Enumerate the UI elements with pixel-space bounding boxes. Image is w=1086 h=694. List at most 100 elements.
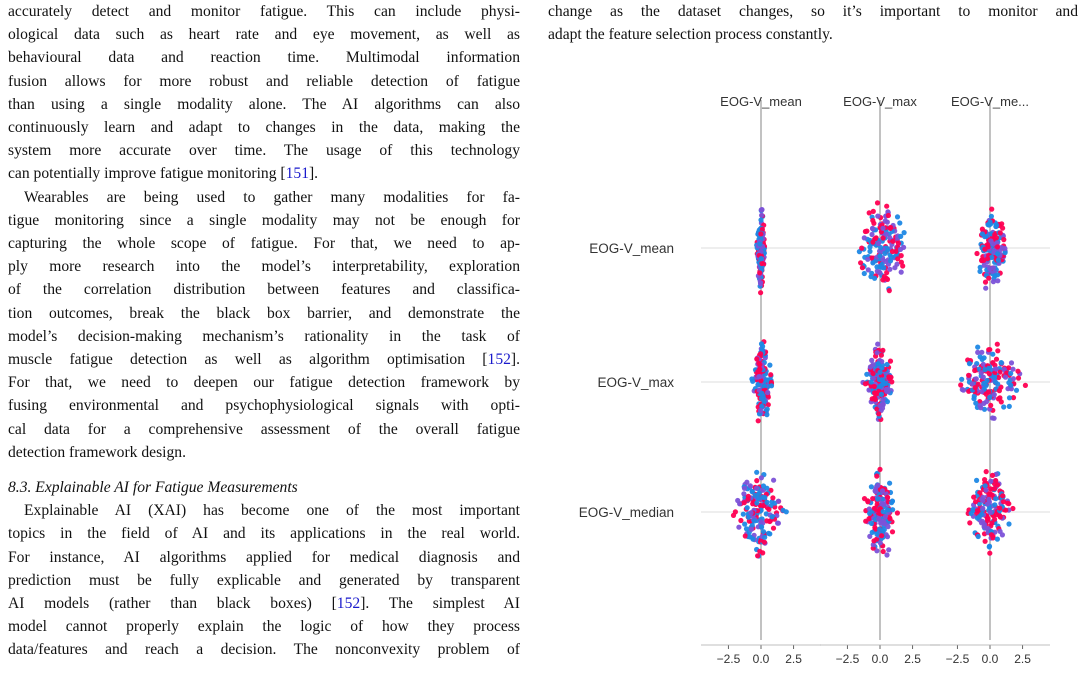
shap-point	[890, 507, 896, 513]
shap-point	[742, 521, 748, 527]
shap-point	[987, 219, 993, 225]
shap-point	[884, 203, 890, 209]
shap-point	[995, 251, 1001, 257]
shap-point	[989, 520, 995, 526]
shap-point	[873, 235, 879, 242]
shap-point	[882, 250, 888, 256]
shap-point	[879, 377, 885, 383]
shap-point	[884, 276, 891, 282]
shap-point	[880, 548, 886, 555]
shap-point	[986, 389, 992, 395]
column-title: EOG-V_mean	[720, 94, 802, 109]
shap-point	[871, 220, 877, 226]
text-line: behavioural data and reaction time. Mult…	[8, 49, 520, 67]
shap-point	[764, 499, 770, 505]
shap-point	[989, 472, 996, 478]
shap-point	[877, 540, 883, 546]
shap-point	[981, 257, 987, 264]
shap-point	[775, 498, 781, 504]
shap-point	[1010, 366, 1016, 372]
shap-point	[1013, 387, 1020, 393]
shap-point	[1006, 365, 1012, 371]
shap-point	[990, 265, 996, 271]
shap-point	[758, 378, 764, 384]
shap-point	[764, 518, 770, 524]
citation-link[interactable]: 151	[285, 165, 309, 183]
shap-point	[875, 361, 881, 367]
shap-point	[988, 213, 994, 219]
shap-point	[759, 395, 765, 401]
shap-point	[982, 483, 988, 489]
x-tick-label: 2.5	[1014, 652, 1031, 666]
shap-point	[874, 350, 880, 356]
shap-point	[868, 484, 874, 490]
citation-link[interactable]: 152	[487, 351, 511, 369]
shap-point	[966, 361, 973, 367]
shap-point	[756, 490, 762, 496]
shap-point	[895, 256, 901, 262]
text-line: of the correlation distribution between …	[8, 281, 520, 299]
shap-point	[966, 372, 972, 378]
x-tick-label: −2.5	[946, 652, 970, 666]
shap-point	[975, 381, 981, 387]
paragraph-xai: Explainable AI (XAI) has become one of t…	[8, 499, 520, 661]
shap-point	[770, 525, 777, 531]
shap-point	[983, 487, 989, 493]
text-line: than using a single modality alone. The …	[8, 95, 520, 113]
shap-point	[758, 475, 764, 481]
shap-point	[987, 550, 993, 556]
text-line: Explainable AI (XAI) has become one of t…	[24, 502, 520, 520]
shap-point	[758, 231, 764, 237]
shap-point	[894, 214, 901, 220]
shap-point	[744, 505, 750, 511]
shap-point	[741, 491, 747, 497]
shap-point	[977, 264, 983, 270]
shap-point	[983, 525, 989, 531]
shap-point	[1010, 376, 1016, 382]
shap-point	[968, 510, 974, 516]
shap-point	[884, 552, 890, 558]
shap-point	[980, 505, 986, 511]
shap-point	[986, 499, 992, 505]
text-line: tigue monitoring since a single modality…	[8, 211, 520, 229]
text-line: model’s decision-making mechanism’s rati…	[8, 327, 520, 345]
shap-point	[872, 275, 878, 281]
shap-point	[988, 486, 994, 492]
x-tick-label: 0.0	[872, 652, 889, 666]
shap-point	[991, 392, 997, 398]
shap-point	[877, 466, 883, 472]
shap-point	[892, 265, 898, 271]
shap-point	[880, 509, 886, 515]
text-line: adapt the feature selection process cons…	[548, 26, 833, 44]
text-line: For that, we need to deepen our fatigue …	[8, 374, 520, 392]
shap-point	[999, 532, 1005, 538]
shap-point	[868, 379, 874, 385]
shap-point	[986, 491, 992, 497]
shap-point	[982, 279, 989, 285]
shap-point	[897, 246, 904, 252]
shap-point	[1006, 521, 1012, 527]
shap-point	[985, 242, 991, 248]
shap-point	[874, 406, 880, 412]
text-line: muscle fatigue detection as well as algo…	[8, 351, 520, 369]
shap-point	[885, 524, 891, 530]
shap-point	[975, 344, 981, 350]
text-line: change as the dataset changes, so it’s i…	[548, 3, 1078, 20]
shap-point	[997, 395, 1003, 401]
shap-point	[874, 473, 880, 479]
shap-point	[865, 256, 871, 262]
shap-point	[977, 399, 983, 405]
shap-point	[742, 533, 748, 539]
shap-point	[887, 516, 893, 522]
shap-point	[995, 381, 1001, 387]
citation-link[interactable]: 152	[336, 595, 361, 613]
shap-point	[994, 341, 1000, 347]
shap-point	[988, 478, 994, 484]
shap-point	[757, 548, 763, 554]
shap-point	[876, 516, 882, 522]
row-label: EOG-V_median	[579, 505, 674, 520]
text-line: system more accurate over time. The usag…	[8, 142, 520, 160]
shap-point	[862, 381, 868, 387]
shap-point	[979, 231, 985, 237]
shap-point	[760, 483, 767, 489]
